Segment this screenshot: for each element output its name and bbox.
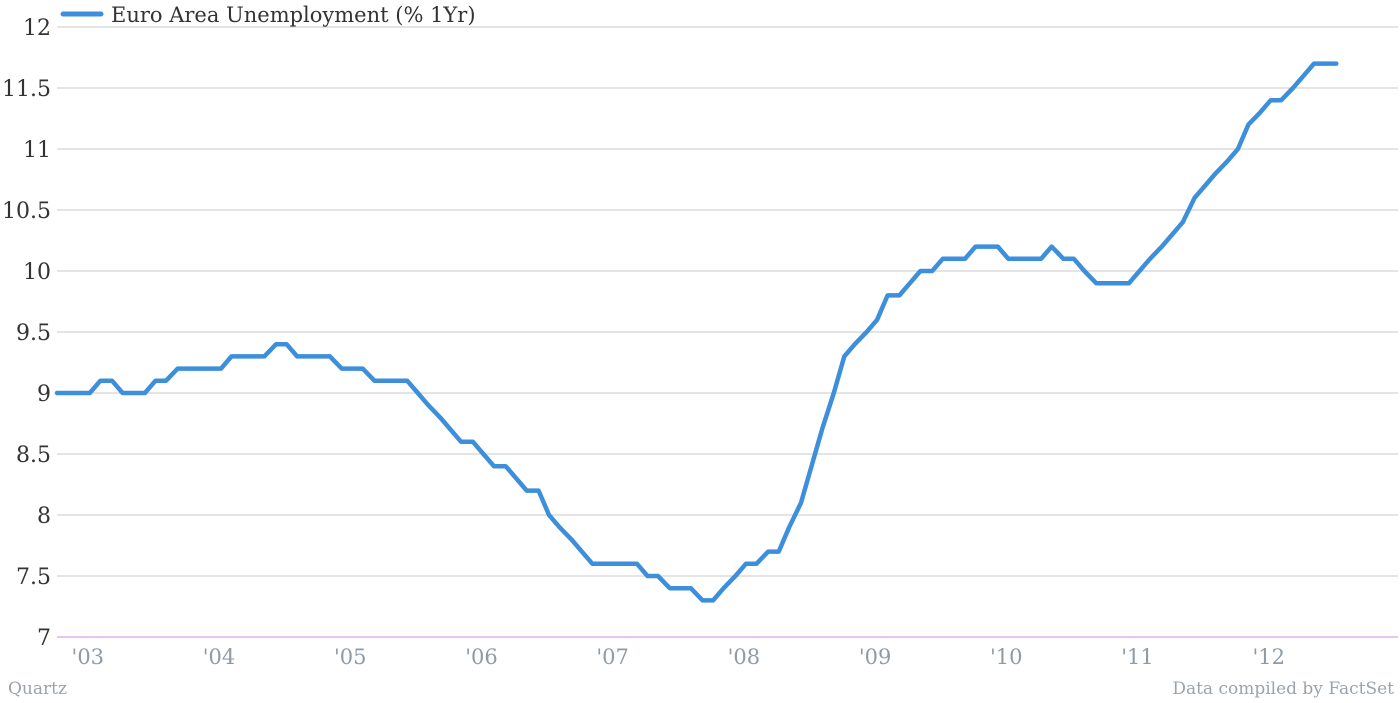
y-tick-label: 12 xyxy=(23,16,51,41)
y-tick-label: 10.5 xyxy=(2,199,51,224)
plot-area xyxy=(54,61,1339,603)
y-tick-label: 9.5 xyxy=(16,321,51,346)
x-tick-label: '12 xyxy=(1252,645,1285,669)
source-right: Data compiled by FactSet xyxy=(1172,679,1394,699)
y-tick-label: 10 xyxy=(23,260,51,285)
series-line-euro-area-unemployment xyxy=(54,61,1339,603)
y-tick-label: 11.5 xyxy=(2,77,51,102)
y-tick-label: 7 xyxy=(37,626,51,651)
x-tick-label: '03 xyxy=(72,645,105,669)
source-left: Quartz xyxy=(8,679,67,699)
y-tick-label: 8.5 xyxy=(16,443,51,468)
grid-lines xyxy=(57,26,1398,638)
y-tick-label: 7.5 xyxy=(16,565,51,590)
legend: Euro Area Unemployment (% 1Yr) xyxy=(60,3,476,27)
y-tick-label: 9 xyxy=(37,382,51,407)
y-tick-label: 11 xyxy=(23,138,51,163)
x-tick-label: '04 xyxy=(203,645,236,669)
y-tick-label: 8 xyxy=(37,504,51,529)
x-tick-label: '05 xyxy=(334,645,367,669)
x-tick-label: '07 xyxy=(596,645,629,669)
x-tick-label: '08 xyxy=(728,645,761,669)
x-tick-label: '09 xyxy=(859,645,892,669)
x-axis: '03 '04 '05 '06 '07 '08 '09 '10 '11 '12 xyxy=(72,645,1285,669)
x-tick-label: '10 xyxy=(990,645,1023,669)
x-tick-label: '11 xyxy=(1121,645,1154,669)
x-tick-label: '06 xyxy=(465,645,498,669)
y-axis: 7 7.5 8 8.5 9 9.5 10 10.5 11 11.5 12 xyxy=(2,16,51,651)
legend-label: Euro Area Unemployment (% 1Yr) xyxy=(111,3,476,27)
